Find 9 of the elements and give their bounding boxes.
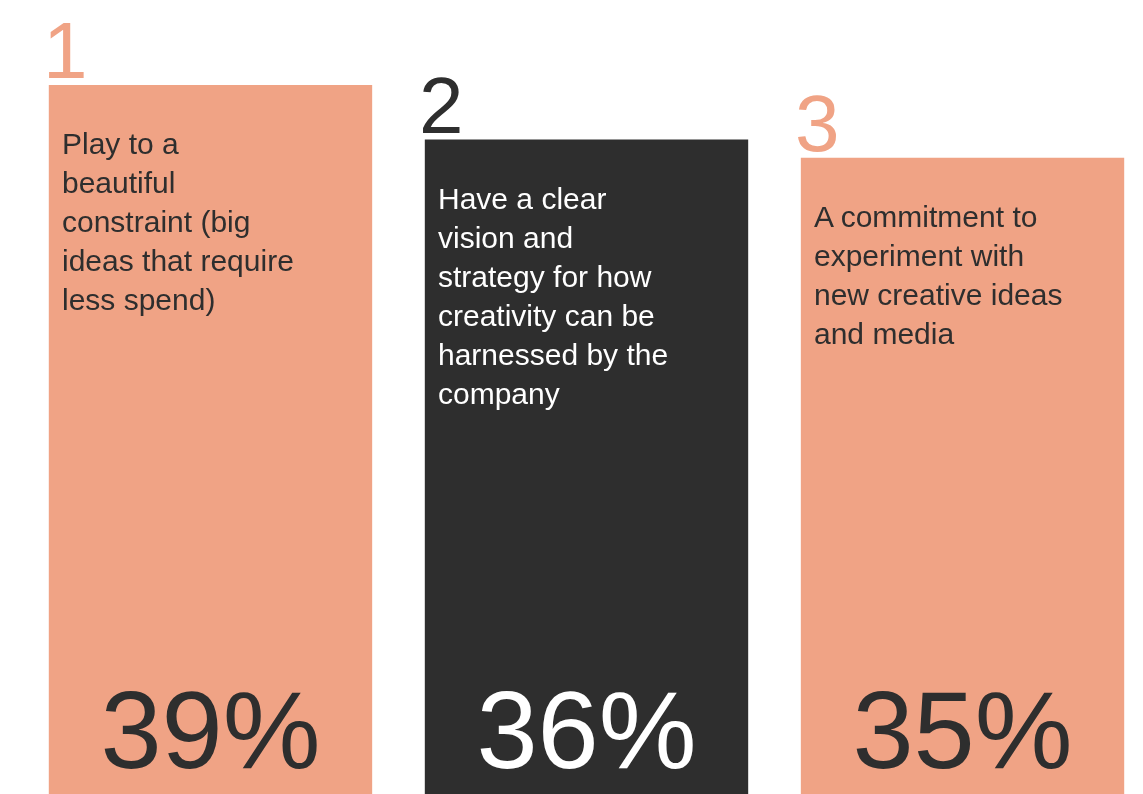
annotation: 3 bbox=[795, 79, 840, 168]
annotation: 1 bbox=[43, 6, 88, 95]
annotation: 2 bbox=[419, 61, 464, 150]
x-tick-label: Have a clear vision and strategy for how creativity can be harnessed by the company bbox=[438, 182, 669, 410]
x-tick-label: Play to a beautiful constraint (big ideas that require less spend) bbox=[62, 127, 294, 316]
data-label: 36% bbox=[476, 668, 697, 791]
data-label: 35% bbox=[852, 668, 1073, 791]
data-label: 39% bbox=[100, 668, 321, 791]
x-tick-label: A commitment to experiment with new creative ideas and media bbox=[814, 200, 1063, 350]
